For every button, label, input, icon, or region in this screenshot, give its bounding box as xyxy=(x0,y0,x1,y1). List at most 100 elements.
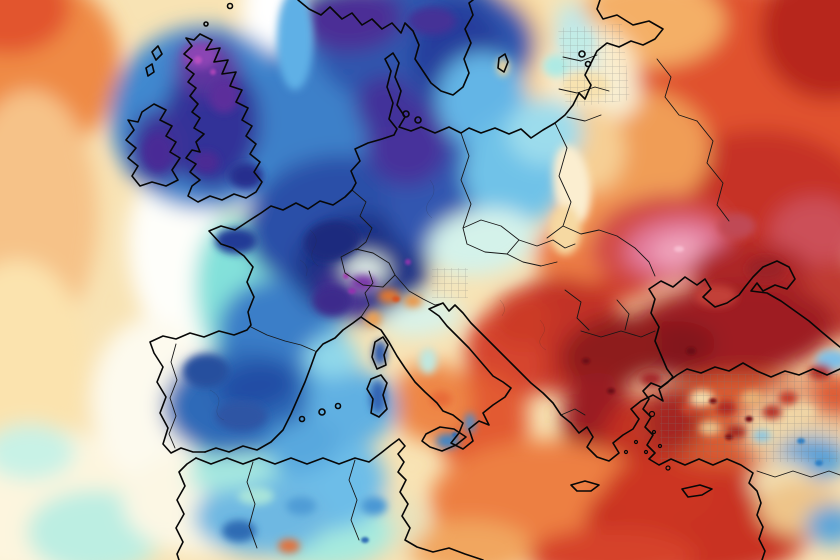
anomaly-blob xyxy=(0,424,75,480)
coast-cyprus xyxy=(681,484,713,498)
coast-gotland xyxy=(497,53,509,73)
coast-crete xyxy=(570,480,600,492)
anomaly-blob xyxy=(222,520,256,542)
anomaly-blob xyxy=(229,163,263,189)
coastlines-layer xyxy=(125,0,840,560)
anomaly-blob xyxy=(747,257,785,281)
admin-line xyxy=(209,389,225,421)
admin-line xyxy=(299,259,308,277)
anomaly-blob xyxy=(408,7,456,35)
border-greece-north xyxy=(560,408,586,416)
anomaly-blob xyxy=(527,528,697,560)
anomaly-blob xyxy=(0,260,88,470)
anomaly-blob xyxy=(344,256,388,282)
border-serbia xyxy=(564,289,590,331)
anomaly-blob xyxy=(695,285,737,307)
border-algeria-tunisia xyxy=(348,459,360,541)
coast-danish-isle-1 xyxy=(402,110,410,118)
anomaly-blob xyxy=(430,391,452,407)
coast-sardinia xyxy=(366,374,388,418)
anomaly-blob xyxy=(404,295,422,307)
anomaly-blob xyxy=(238,487,274,505)
anomaly-blob xyxy=(215,228,257,254)
admin-line xyxy=(426,179,435,219)
anomaly-blob xyxy=(806,505,840,545)
coast-aegean-islands xyxy=(623,410,671,471)
anomaly-blob xyxy=(313,286,351,316)
anomaly-blob xyxy=(193,151,219,173)
anomaly-blob xyxy=(0,0,70,54)
anomaly-blob xyxy=(183,354,229,388)
coast-scandinavia xyxy=(297,0,474,96)
border-romania-bulgaria xyxy=(580,330,656,338)
anomaly-blob xyxy=(216,361,296,411)
coast-balearic-3 xyxy=(334,402,342,410)
coast-africa-mediterranean xyxy=(195,438,484,560)
anomaly-blob xyxy=(382,296,462,338)
anomaly-blob xyxy=(304,220,360,262)
border-hungary xyxy=(506,253,558,267)
anomaly-blob xyxy=(277,0,313,90)
admin-stipple-layer xyxy=(432,24,838,462)
anomaly-blob xyxy=(373,340,387,366)
anomaly-blob xyxy=(286,497,316,515)
anomaly-blob xyxy=(492,290,552,346)
anomaly-blob xyxy=(497,58,509,76)
anomaly-blob xyxy=(209,79,239,113)
coast-corsica xyxy=(371,336,389,370)
coast-hebrides xyxy=(145,45,163,77)
stipple-baltics xyxy=(558,24,630,108)
admin-line xyxy=(499,299,505,317)
anomaly-blob xyxy=(392,296,400,302)
coast-balearic-1 xyxy=(298,415,306,423)
anomaly-blob xyxy=(607,388,615,394)
coast-ireland xyxy=(125,103,181,187)
coast-sicily xyxy=(421,426,467,452)
stipple-turkey xyxy=(660,374,838,462)
admin-line xyxy=(309,229,319,267)
national-borders-layer xyxy=(168,54,840,549)
anomaly-blob xyxy=(370,380,386,414)
coast-danish-isle-2 xyxy=(414,116,422,124)
border-czechia xyxy=(462,219,520,255)
coast-great-britain xyxy=(183,33,263,203)
border-poland-east xyxy=(546,122,572,239)
anomaly-blob xyxy=(194,56,202,64)
border-slovakia xyxy=(518,239,576,249)
coast-africa-atlantic xyxy=(175,457,197,560)
anomaly-blob xyxy=(210,69,216,75)
anomaly-blob xyxy=(405,259,411,265)
admin-borders-layer xyxy=(209,179,547,421)
anomaly-blob xyxy=(686,347,696,355)
coast-shetland xyxy=(226,2,234,10)
border-ukraine-russia xyxy=(696,120,730,222)
anomaly-blob xyxy=(465,413,475,433)
admin-line xyxy=(539,319,547,351)
border-belarus-russia xyxy=(656,58,698,122)
border-portugal-spain xyxy=(168,343,178,449)
anomaly-blob xyxy=(187,453,277,491)
anomaly-blob xyxy=(760,0,840,100)
anomaly-blob xyxy=(278,539,300,553)
border-italy-north xyxy=(394,274,444,306)
anomaly-blob xyxy=(304,336,360,378)
border-turkey-syria xyxy=(756,470,840,478)
border-france-germany xyxy=(351,189,373,251)
anomaly-blob xyxy=(361,537,369,543)
coast-estonian-isle-2 xyxy=(584,60,592,68)
anomaly-blob xyxy=(355,75,415,135)
anomaly-blob xyxy=(605,457,715,527)
anomaly-blob xyxy=(427,208,537,276)
anomaly-blob xyxy=(348,288,356,294)
anomaly-blob xyxy=(553,145,591,225)
border-morocco-algeria xyxy=(246,461,258,549)
border-pyrenees xyxy=(250,326,316,352)
anomaly-blob xyxy=(582,358,590,364)
anomaly-blob xyxy=(560,314,664,390)
border-bulgaria-west xyxy=(616,299,630,331)
anomaly-blob xyxy=(215,401,267,431)
coast-estonian-isle-1 xyxy=(578,50,586,58)
anomaly-blob xyxy=(419,348,437,374)
